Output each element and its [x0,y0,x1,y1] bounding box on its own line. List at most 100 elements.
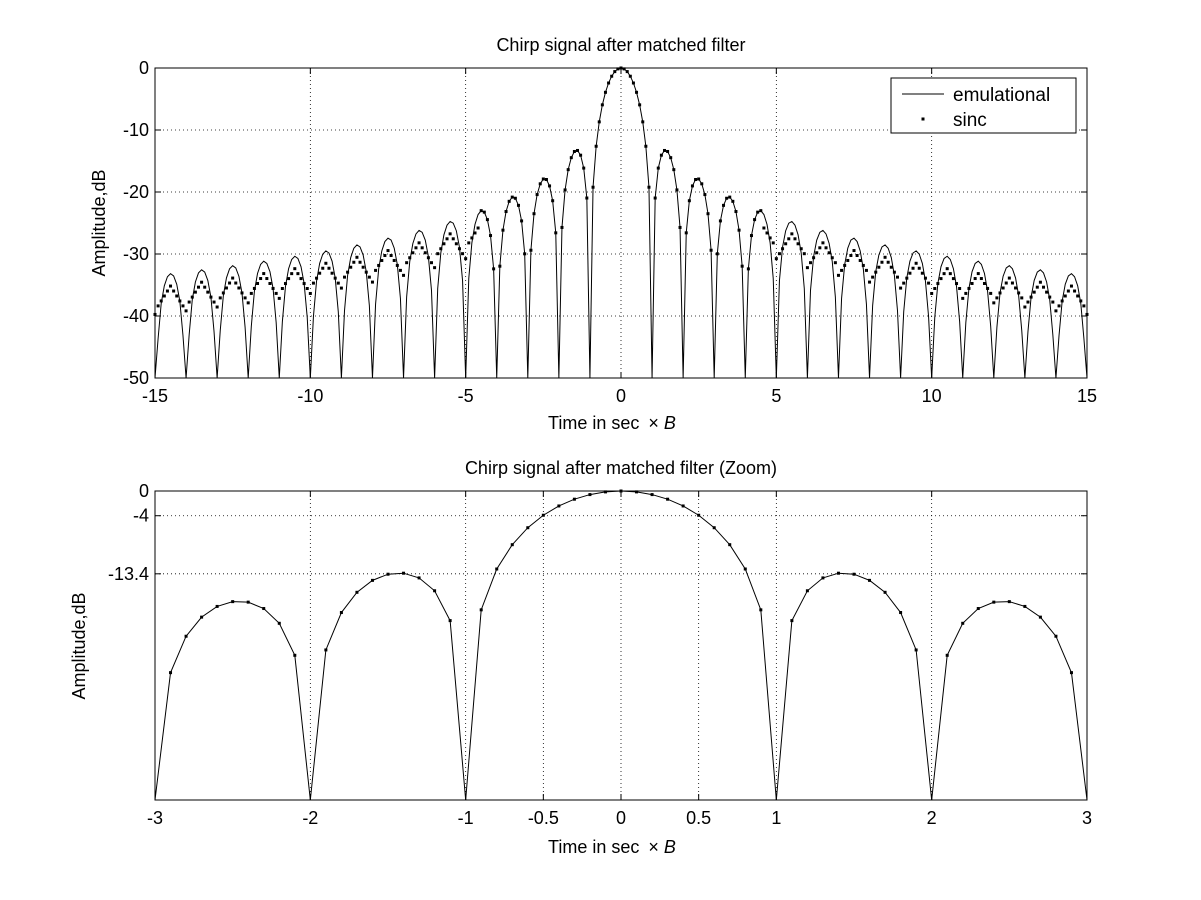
series-sinc-point [1069,284,1073,288]
series-sinc-point [889,265,893,269]
series-sinc-point [765,231,769,235]
series-sinc-point [234,281,238,285]
x-tick-label: -5 [458,386,474,406]
series-sinc-point [799,247,803,251]
series-sinc-point [277,296,281,300]
series-sinc-point [945,653,949,657]
series-sinc-point [402,273,406,277]
series-sinc-point [920,271,924,275]
series-sinc-point [346,270,350,274]
series-sinc-point [548,184,552,188]
series-sinc-point [911,266,915,270]
legend-box [890,77,1077,134]
series-sinc-point [818,246,822,250]
series-sinc-point [383,254,387,258]
series-sinc-point [771,241,775,245]
series-sinc-point [759,209,763,213]
x-tick-label: 15 [1077,386,1097,406]
series-sinc-point [445,237,449,241]
x-tick-label: 3 [1082,808,1092,828]
x-tick-label: 5 [771,386,781,406]
series-sinc-point [756,210,760,214]
series-sinc-point [554,231,558,235]
series-sinc-point [687,199,691,203]
x-tick-label: 1 [771,808,781,828]
series-sinc-point [666,497,670,501]
y-tick-label: 0 [139,58,149,78]
series-sinc-point [653,196,657,200]
series-sinc-point [951,277,955,281]
series-sinc-point [507,199,511,203]
series-sinc-point [405,261,409,265]
series-sinc-point [678,225,682,229]
series-sinc-point [628,74,632,78]
series-sinc-point [883,255,887,259]
series-sinc-point [504,210,508,214]
series-sinc-point [781,247,785,251]
series-sinc-point [389,254,393,258]
series-sinc-point [597,120,601,124]
series-sinc-point [339,286,343,290]
chart-bottom-ticks: -3 -2 -1 -0.5 0 0.5 1 2 3 0 -4 -13.4 [108,481,1092,828]
series-sinc-point [557,504,561,508]
chart-bottom-xlabel-var: B [664,837,676,857]
x-tick-label: 0.5 [686,808,711,828]
series-sinc-point [836,571,840,575]
series-sinc-point [899,286,903,290]
series-sinc-point [162,294,166,298]
series-sinc-point [237,286,241,290]
series-sinc-point [293,267,297,271]
series-sinc-point [927,281,931,285]
series-sinc-point [1066,289,1070,293]
series-sinc-point [821,241,825,245]
x-tick-label: 0 [616,808,626,828]
series-sinc-point [914,261,918,265]
series-sinc-point [200,280,204,284]
series-sinc-point [725,196,729,200]
y-tick-label: 0 [139,481,149,501]
series-sinc-point [1004,281,1008,285]
series-sinc-point [694,178,698,181]
series-sinc-point [429,261,433,265]
series-sinc-point [218,296,222,300]
series-sinc-point [992,600,996,604]
series-sinc-point [293,653,297,657]
series-sinc-point [613,70,617,74]
series-sinc-point [849,254,853,258]
series-sinc-point [420,246,424,250]
y-tick-label: -40 [123,306,149,326]
series-sinc-point [790,619,794,623]
series-sinc-point [622,67,626,71]
series-sinc-point [631,81,635,85]
series-sinc-point [644,144,648,148]
series-sinc-point [861,263,865,267]
series-sinc-point [398,268,402,272]
series-sinc-point [256,281,260,285]
series-sinc-point [690,184,694,188]
series-sinc-point [703,193,707,197]
series-sinc-point [871,275,875,279]
series-sinc-point [243,296,247,300]
series-sinc-point [355,255,359,259]
series-sinc-point [930,291,934,295]
series-sinc-point [200,615,204,619]
series-sinc-point [722,203,726,207]
series-sinc-point [594,144,598,148]
chart-top-legend: emulational sinc [890,77,1077,134]
series-sinc-point [349,265,353,269]
series-sinc-point [479,209,483,213]
series-sinc-point [175,294,179,298]
series-sinc-point [467,241,471,245]
series-sinc-point [986,286,990,290]
series-sinc-point [423,251,427,255]
series-sinc-point [318,271,322,275]
series-sinc-point [529,248,533,252]
series-sinc-point [603,90,607,94]
series-sinc-point [526,526,530,530]
series-sinc-point [964,291,968,295]
series-sinc-point [541,513,545,517]
series-sinc-point [287,277,291,281]
series-sinc-point [305,287,309,291]
series-sinc-point [510,543,514,547]
series-sinc-point [961,621,965,625]
